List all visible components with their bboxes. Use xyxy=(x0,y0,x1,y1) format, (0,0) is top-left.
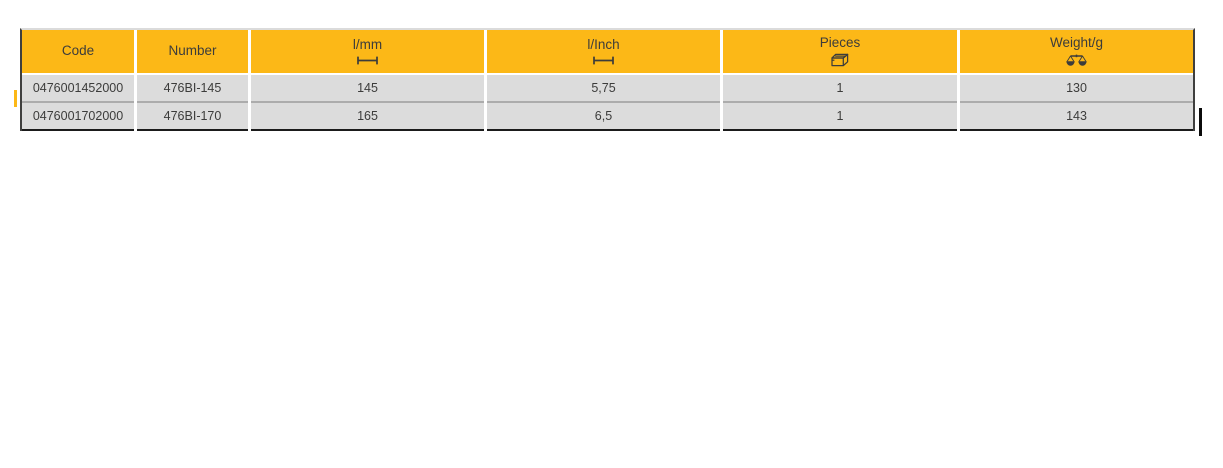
table-header-row: Code Number l/mm l/Inch Pieces xyxy=(22,30,1193,73)
cell-pieces: 1 xyxy=(723,103,957,131)
cell-weight: 130 xyxy=(960,75,1193,103)
col-header-number: Number xyxy=(137,30,248,73)
cell-number: 476BI-145 xyxy=(137,75,248,103)
cell-number: 476BI-170 xyxy=(137,103,248,131)
col-header-length-inch-label: l/Inch xyxy=(587,37,620,53)
col-header-length-inch: l/Inch xyxy=(487,30,720,73)
cell-length-inch: 5,75 xyxy=(487,75,720,103)
product-table: Code Number l/mm l/Inch Pieces xyxy=(20,28,1195,131)
cell-length-mm: 165 xyxy=(251,103,484,131)
cell-pieces: 1 xyxy=(723,75,957,103)
text-cursor-mark xyxy=(1199,108,1202,136)
length-icon xyxy=(357,56,378,64)
col-header-number-label: Number xyxy=(168,43,217,59)
length-icon xyxy=(593,56,614,64)
cell-code: 0476001452000 xyxy=(22,75,134,103)
cell-weight: 143 xyxy=(960,103,1193,131)
package-icon xyxy=(830,53,848,67)
table-row: 0476001702000 476BI-170 165 6,5 1 143 xyxy=(22,103,1193,131)
col-header-code: Code xyxy=(22,30,134,73)
col-header-weight: Weight/g xyxy=(960,30,1193,73)
col-header-weight-label: Weight/g xyxy=(1049,35,1104,51)
col-header-length-mm: l/mm xyxy=(251,30,484,73)
cell-length-inch: 6,5 xyxy=(487,103,720,131)
cell-code: 0476001702000 xyxy=(22,103,134,131)
col-header-code-label: Code xyxy=(61,43,95,59)
col-header-pieces: Pieces xyxy=(723,30,957,73)
col-header-length-mm-label: l/mm xyxy=(352,37,383,53)
page-margin-marker xyxy=(14,90,17,107)
col-header-pieces-label: Pieces xyxy=(819,34,861,50)
table-row: 0476001452000 476BI-145 145 5,75 1 130 xyxy=(22,73,1193,103)
cell-length-mm: 145 xyxy=(251,75,484,103)
scales-icon xyxy=(1066,54,1087,66)
